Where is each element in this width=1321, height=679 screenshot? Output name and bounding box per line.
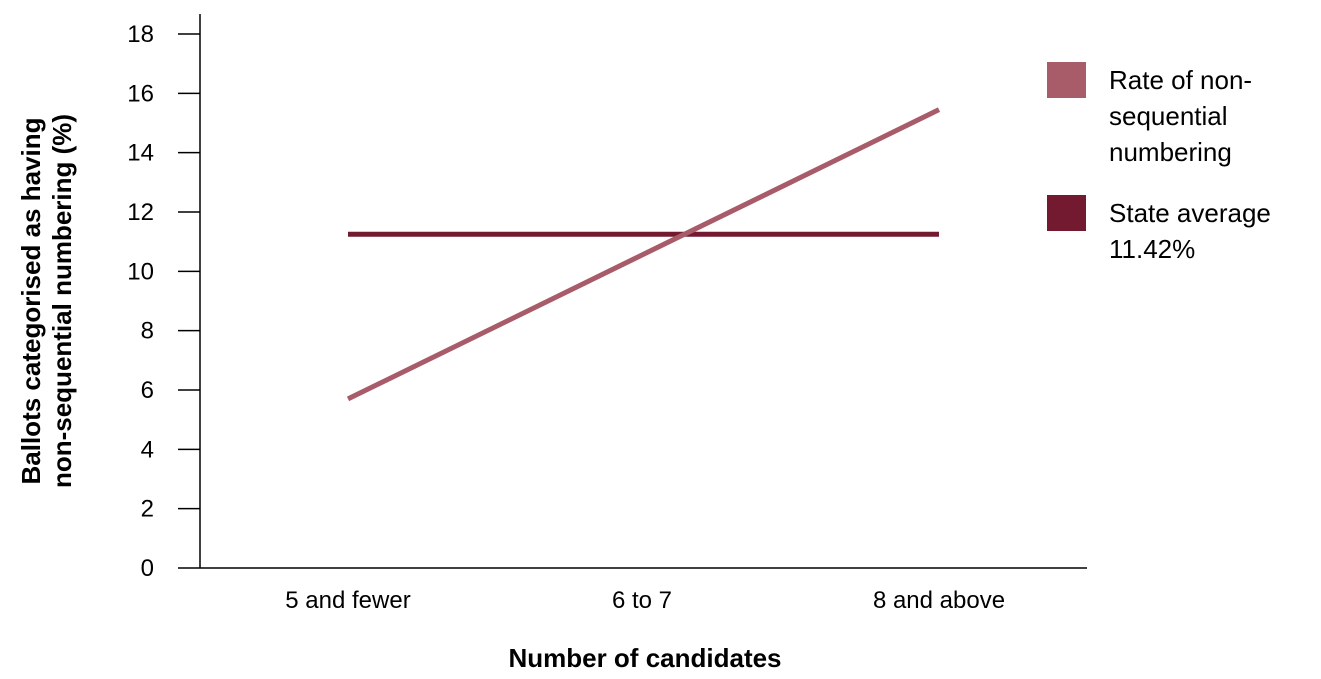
y-tick-label: 2 xyxy=(141,496,154,523)
y-tick-label: 16 xyxy=(127,80,154,107)
y-tick-label: 18 xyxy=(127,21,154,48)
legend-label-state-average-line-2: 11.42% xyxy=(1109,234,1195,264)
x-axis: 5 and fewer 6 to 7 8 and above xyxy=(200,567,1087,614)
legend-label-rate-line-2: sequential xyxy=(1109,101,1228,131)
series-layer xyxy=(346,107,941,402)
y-tick-label: 0 xyxy=(141,555,154,582)
y-axis-title-line-1: Ballots categorised as having xyxy=(16,117,46,484)
x-tick-label: 8 and above xyxy=(873,587,1005,614)
x-tick-label: 6 to 7 xyxy=(612,587,672,614)
y-tick-label: 6 xyxy=(141,377,154,404)
y-tick-label: 12 xyxy=(127,199,154,226)
legend-label-state-average-line-1: State average xyxy=(1109,198,1271,228)
y-tick-label: 14 xyxy=(127,140,154,167)
legend-swatch-state-average xyxy=(1047,195,1086,231)
legend: Rate of non- sequential numbering State … xyxy=(1047,62,1271,264)
y-axis: 0 2 4 6 8 10 12 14 16 18 xyxy=(127,14,201,582)
legend-label-rate-line-1: Rate of non- xyxy=(1109,65,1252,95)
x-tick-label: 5 and fewer xyxy=(285,587,410,614)
series-line-rate xyxy=(346,107,941,402)
legend-label-rate-line-3: numbering xyxy=(1109,137,1232,167)
y-axis-title: Ballots categorised as having non-sequen… xyxy=(16,114,77,488)
y-tick-label: 8 xyxy=(141,318,154,345)
legend-swatch-rate xyxy=(1047,62,1086,98)
x-axis-title: Number of candidates xyxy=(508,643,781,673)
y-tick-label: 4 xyxy=(141,436,154,463)
y-axis-title-line-2: non-sequential numbering (%) xyxy=(47,114,77,488)
y-tick-label: 10 xyxy=(127,258,154,285)
